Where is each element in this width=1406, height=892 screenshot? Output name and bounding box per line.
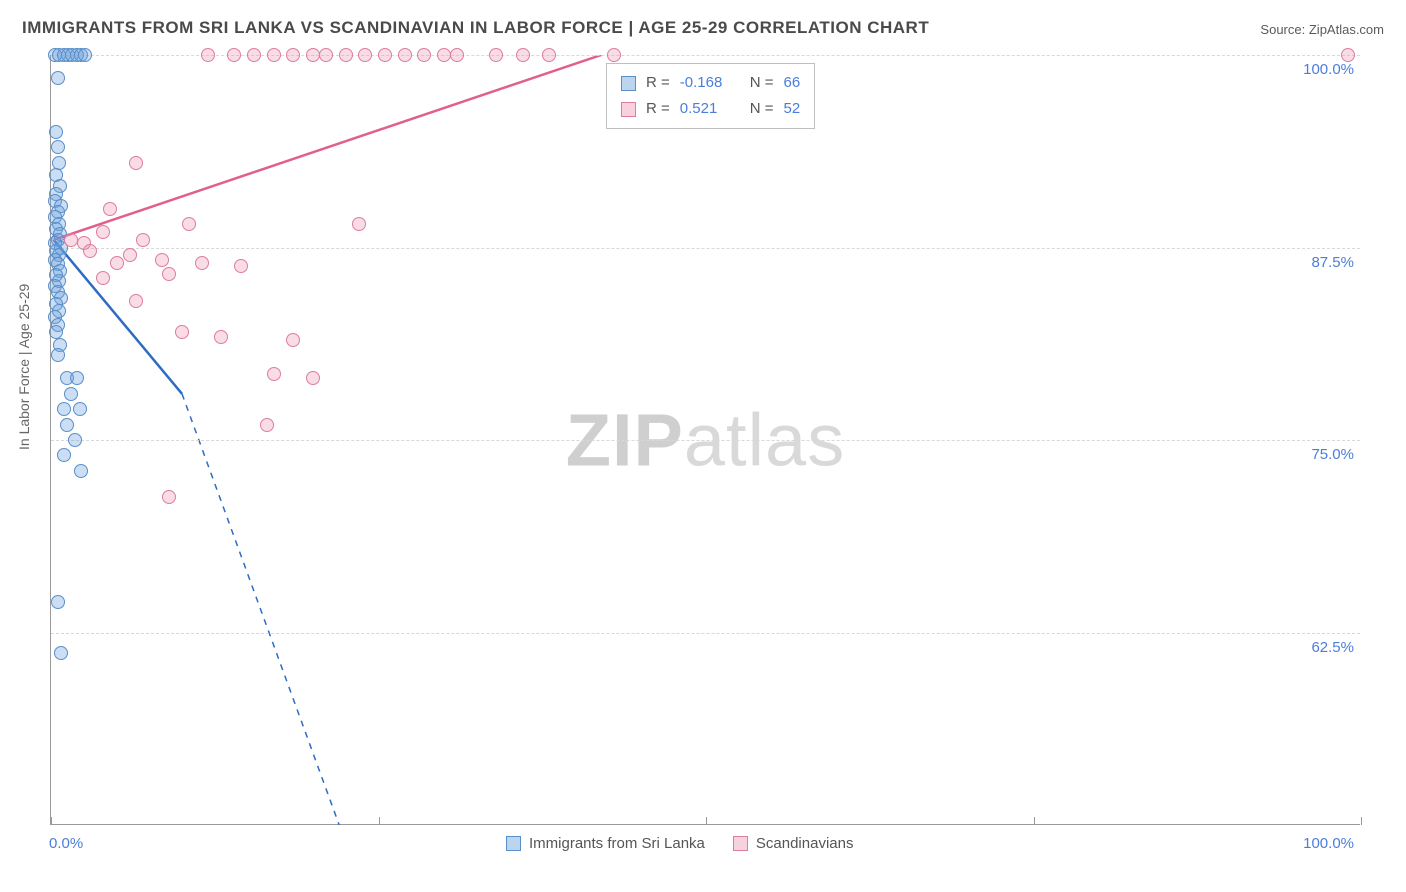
data-point-series1 — [51, 595, 65, 609]
data-point-series2 — [260, 418, 274, 432]
stats-n-value: 52 — [784, 96, 801, 122]
data-point-series2 — [182, 217, 196, 231]
data-point-series2 — [450, 48, 464, 62]
y-tick-label: 87.5% — [1311, 254, 1354, 271]
data-point-series1 — [57, 402, 71, 416]
gridline-h — [51, 248, 1360, 249]
data-point-series2 — [267, 367, 281, 381]
legend-item-series1: Immigrants from Sri Lanka — [506, 835, 705, 852]
data-point-series2 — [162, 490, 176, 504]
legend-swatch-blue — [506, 836, 521, 851]
data-point-series2 — [319, 48, 333, 62]
data-point-series1 — [64, 387, 78, 401]
data-point-series2 — [339, 48, 353, 62]
data-point-series2 — [96, 225, 110, 239]
x-tick — [379, 817, 380, 825]
data-point-series2 — [129, 294, 143, 308]
data-point-series2 — [1341, 48, 1355, 62]
data-point-series2 — [286, 48, 300, 62]
data-point-series2 — [437, 48, 451, 62]
stats-swatch-pink — [621, 102, 636, 117]
y-tick-label: 100.0% — [1303, 61, 1354, 78]
source-label: Source: — [1260, 22, 1305, 37]
gridline-h — [51, 633, 1360, 634]
source-attribution: Source: ZipAtlas.com — [1260, 22, 1384, 37]
data-point-series2 — [267, 48, 281, 62]
chart-title: IMMIGRANTS FROM SRI LANKA VS SCANDINAVIA… — [22, 18, 929, 38]
x-tick-label: 0.0% — [49, 835, 83, 852]
x-tick — [1034, 817, 1035, 825]
data-point-series2 — [83, 244, 97, 258]
data-point-series2 — [162, 267, 176, 281]
data-point-series1 — [51, 348, 65, 362]
x-tick-label: 100.0% — [1303, 835, 1354, 852]
data-point-series1 — [74, 464, 88, 478]
gridline-h — [51, 440, 1360, 441]
data-point-series2 — [542, 48, 556, 62]
data-point-series2 — [129, 156, 143, 170]
stats-r-value: 0.521 — [680, 96, 740, 122]
data-point-series1 — [57, 448, 71, 462]
data-point-series2 — [103, 202, 117, 216]
legend-swatch-pink — [733, 836, 748, 851]
scatter-plot-area: ZIPatlas R =-0.168N =66R =0.521N =52 Imm… — [50, 55, 1360, 825]
y-tick-label: 75.0% — [1311, 446, 1354, 463]
stats-n-label: N = — [750, 70, 774, 96]
stats-r-value: -0.168 — [680, 70, 740, 96]
data-point-series1 — [70, 371, 84, 385]
data-point-series2 — [201, 48, 215, 62]
data-point-series1 — [51, 140, 65, 154]
stats-n-label: N = — [750, 96, 774, 122]
legend-item-series2: Scandinavians — [733, 835, 854, 852]
stats-swatch-blue — [621, 76, 636, 91]
stats-n-value: 66 — [784, 70, 801, 96]
x-tick — [1361, 817, 1362, 825]
stats-r-label: R = — [646, 70, 670, 96]
correlation-stats-box: R = -0.168 N = 66 R = 0.521 N = 52 — [606, 63, 815, 129]
stats-row: R = -0.168 N = 66 — [621, 70, 800, 96]
data-point-series1 — [54, 646, 68, 660]
data-point-series2 — [155, 253, 169, 267]
stats-r-label: R = — [646, 96, 670, 122]
data-point-series2 — [247, 48, 261, 62]
data-point-series1 — [51, 71, 65, 85]
data-point-series1 — [60, 418, 74, 432]
data-point-series2 — [607, 48, 621, 62]
data-point-series2 — [378, 48, 392, 62]
x-tick — [51, 817, 52, 825]
stats-row: R = 0.521 N = 52 — [621, 96, 800, 122]
data-point-series2 — [96, 271, 110, 285]
data-point-series2 — [136, 233, 150, 247]
data-point-series1 — [49, 125, 63, 139]
data-point-series2 — [489, 48, 503, 62]
legend-label-series1: Immigrants from Sri Lanka — [529, 835, 705, 852]
data-point-series2 — [195, 256, 209, 270]
data-point-series2 — [306, 371, 320, 385]
data-point-series2 — [234, 259, 248, 273]
source-value: ZipAtlas.com — [1309, 22, 1384, 37]
legend: Immigrants from Sri Lanka Scandinavians — [506, 835, 853, 852]
data-point-series2 — [352, 217, 366, 231]
data-point-series2 — [214, 330, 228, 344]
data-point-series1 — [68, 433, 82, 447]
data-point-series2 — [64, 233, 78, 247]
data-point-series2 — [398, 48, 412, 62]
x-tick — [706, 817, 707, 825]
data-point-series2 — [516, 48, 530, 62]
data-point-series2 — [417, 48, 431, 62]
data-point-series2 — [358, 48, 372, 62]
legend-label-series2: Scandinavians — [756, 835, 854, 852]
y-axis-label: In Labor Force | Age 25-29 — [16, 284, 32, 450]
y-tick-label: 62.5% — [1311, 639, 1354, 656]
data-point-series2 — [175, 325, 189, 339]
data-point-series2 — [110, 256, 124, 270]
data-point-series1 — [73, 402, 87, 416]
data-point-series2 — [306, 48, 320, 62]
data-point-series1 — [78, 48, 92, 62]
data-point-series2 — [227, 48, 241, 62]
data-point-series2 — [123, 248, 137, 262]
data-point-series2 — [286, 333, 300, 347]
